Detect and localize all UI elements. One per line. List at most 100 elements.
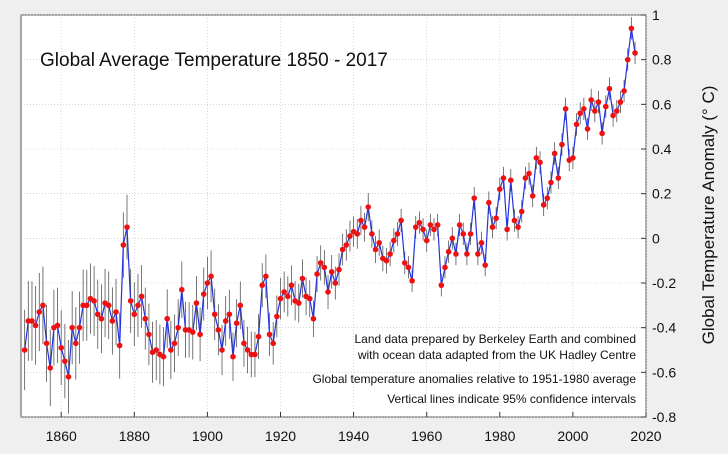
data-point — [317, 260, 324, 266]
data-point — [493, 215, 499, 222]
data-point — [230, 353, 236, 360]
data-point — [475, 251, 481, 257]
data-point — [332, 280, 339, 286]
data-point — [497, 186, 503, 192]
data-point — [453, 251, 459, 257]
data-point — [328, 269, 335, 275]
data-point — [387, 251, 393, 257]
data-point — [65, 374, 72, 380]
data-point — [43, 340, 50, 347]
data-point — [354, 231, 361, 237]
data-point — [559, 141, 565, 148]
data-point — [460, 231, 467, 237]
data-point — [36, 309, 43, 315]
data-point — [336, 266, 342, 273]
data-point — [518, 208, 525, 215]
plot-area — [20, 14, 647, 418]
x-tick-label: 2000 — [557, 428, 588, 444]
data-point — [383, 257, 390, 264]
x-tick-label: 2020 — [630, 428, 661, 444]
data-point — [105, 302, 112, 309]
data-point — [577, 110, 584, 117]
data-point — [369, 231, 375, 237]
data-point — [47, 365, 54, 371]
data-point — [116, 342, 123, 349]
data-point — [215, 327, 222, 333]
data-point — [551, 150, 558, 157]
data-point — [179, 286, 185, 293]
y-tick-label: 0.4 — [652, 141, 672, 157]
data-point — [507, 177, 514, 184]
data-point — [416, 219, 423, 226]
data-point — [394, 231, 401, 237]
data-point — [405, 264, 412, 271]
data-point — [189, 329, 196, 335]
data-point — [621, 88, 627, 94]
data-point — [285, 293, 291, 300]
data-point — [124, 224, 130, 230]
data-point — [438, 282, 445, 289]
axis-ticks: 1860 1880 1900 1920 1940 1960 1980 2000 2020 -0.8… — [46, 7, 677, 444]
data-point — [171, 340, 178, 347]
data-point — [211, 311, 218, 318]
data-point — [325, 289, 331, 295]
data-point — [500, 175, 507, 181]
data-point — [21, 347, 28, 353]
data-point — [244, 347, 251, 353]
data-point — [537, 159, 543, 166]
data-point — [58, 344, 65, 351]
data-point — [314, 271, 320, 277]
data-point — [588, 97, 594, 103]
data-point — [98, 315, 105, 322]
data-point — [288, 282, 295, 289]
data-point — [259, 282, 266, 289]
x-tick-label: 1880 — [119, 428, 150, 444]
data-point — [135, 302, 141, 309]
data-point — [555, 175, 562, 181]
data-point — [168, 347, 174, 353]
data-point — [398, 217, 404, 224]
data-point — [471, 195, 478, 201]
data-point — [372, 246, 379, 253]
data-point — [613, 108, 620, 114]
annotation-line-4: Vertical lines indicate 95% confidence i… — [387, 392, 636, 406]
data-point — [76, 324, 83, 331]
y-tick-label: 1 — [652, 7, 660, 23]
data-point — [306, 295, 313, 302]
data-point — [226, 311, 233, 318]
data-point — [32, 322, 39, 329]
data-point — [358, 217, 364, 224]
data-point — [431, 226, 437, 233]
y-tick-label: -0.6 — [652, 364, 676, 380]
data-point — [197, 331, 203, 338]
data-point — [241, 340, 247, 347]
data-point — [482, 262, 488, 268]
data-point — [628, 25, 635, 32]
data-point — [208, 273, 214, 280]
data-point — [120, 242, 127, 248]
data-point — [164, 315, 170, 322]
data-point — [277, 295, 284, 302]
data-point — [321, 264, 328, 271]
data-point — [347, 233, 353, 239]
data-point — [219, 347, 225, 353]
data-point — [274, 313, 280, 320]
data-point — [270, 340, 276, 347]
data-point — [599, 130, 605, 137]
data-point — [83, 302, 90, 309]
data-point — [420, 226, 426, 233]
data-point — [109, 318, 116, 324]
data-point — [434, 222, 441, 228]
x-tick-label: 1940 — [338, 428, 369, 444]
x-tick-label: 1920 — [265, 428, 296, 444]
data-point — [511, 217, 518, 224]
data-point — [200, 291, 207, 297]
data-point — [489, 224, 496, 230]
data-point — [222, 318, 229, 324]
data-point — [423, 237, 430, 244]
y-tick-label: 0.6 — [652, 96, 672, 112]
y-tick-label: -0.4 — [652, 320, 676, 336]
y-axis-label: Global Temperature Anomaly (° C) — [699, 86, 718, 345]
x-tick-label: 1860 — [46, 428, 77, 444]
data-point — [69, 324, 75, 331]
